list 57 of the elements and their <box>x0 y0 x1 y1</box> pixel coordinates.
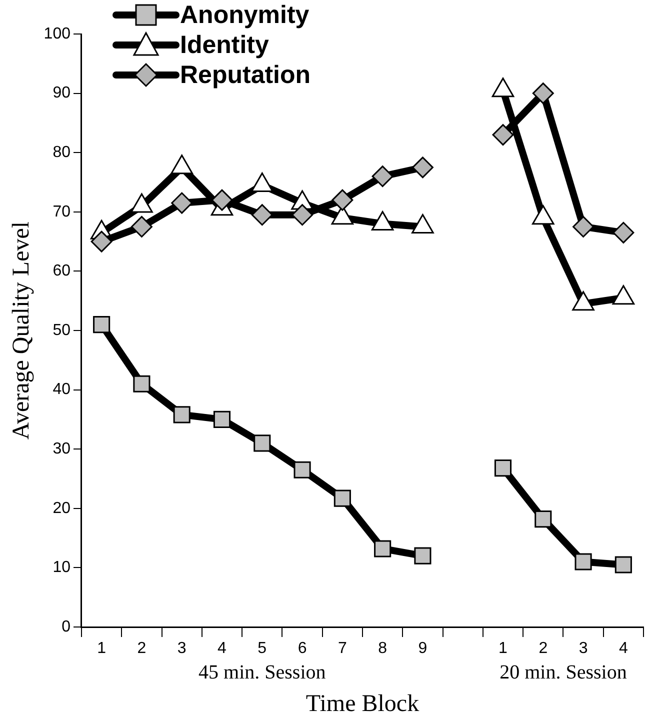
point <box>211 189 233 211</box>
y-tick-label: 60 <box>52 262 71 280</box>
point <box>414 547 432 564</box>
x-tick-label: 1 <box>97 640 106 658</box>
x-axis-title: Time Block <box>306 690 420 717</box>
y-tick-label: 50 <box>52 322 71 339</box>
point <box>93 316 110 334</box>
x-tick-label: 1 <box>498 640 508 658</box>
point <box>171 192 193 214</box>
point <box>90 230 112 252</box>
point <box>254 434 271 452</box>
point <box>574 553 592 570</box>
point <box>294 461 311 478</box>
point <box>372 166 394 188</box>
x-tick-label: 4 <box>618 640 628 658</box>
point <box>534 510 552 528</box>
x-tick-label: 2 <box>538 640 548 658</box>
x-tick-label: 3 <box>177 640 186 658</box>
y-tick-label: 100 <box>44 25 71 42</box>
point <box>492 124 514 146</box>
y-tick-label: 20 <box>52 500 71 517</box>
y-tick-label: 0 <box>62 618 71 636</box>
point <box>572 216 594 238</box>
legend-label: Anonymity <box>180 0 310 30</box>
text: 20 min. Session <box>500 661 627 684</box>
x-tick-label: 6 <box>298 640 307 658</box>
point <box>213 410 231 428</box>
point <box>173 406 190 424</box>
point <box>614 556 632 574</box>
point <box>374 540 392 558</box>
x-tick-label: 4 <box>218 640 227 658</box>
x-tick-label: 5 <box>258 640 267 658</box>
point <box>332 189 354 211</box>
text: 45 min. Session <box>198 661 326 684</box>
x-tick-label: 2 <box>137 640 146 658</box>
point <box>133 375 150 392</box>
point <box>251 204 273 226</box>
x-tick-label: 8 <box>378 640 388 658</box>
point <box>494 460 512 477</box>
y-tick-label: 10 <box>52 559 71 576</box>
x-tick-label: 7 <box>338 640 347 658</box>
point <box>612 222 634 244</box>
y-axis-title: Average Quality Level <box>8 221 35 440</box>
legend-label: Identity <box>180 30 269 60</box>
point <box>412 156 434 178</box>
y-tick-label: 80 <box>52 144 71 162</box>
x-tick-label: 9 <box>418 640 428 658</box>
y-tick-label: 40 <box>52 381 71 398</box>
y-tick-label: 70 <box>52 203 71 220</box>
point <box>532 82 554 104</box>
point <box>130 216 152 238</box>
x-tick-label: 3 <box>578 640 588 658</box>
legend-label: Reputation <box>180 60 311 90</box>
y-tick-label: 90 <box>52 84 71 102</box>
point <box>292 204 314 226</box>
point <box>334 490 351 507</box>
y-tick-label: 30 <box>52 440 71 458</box>
